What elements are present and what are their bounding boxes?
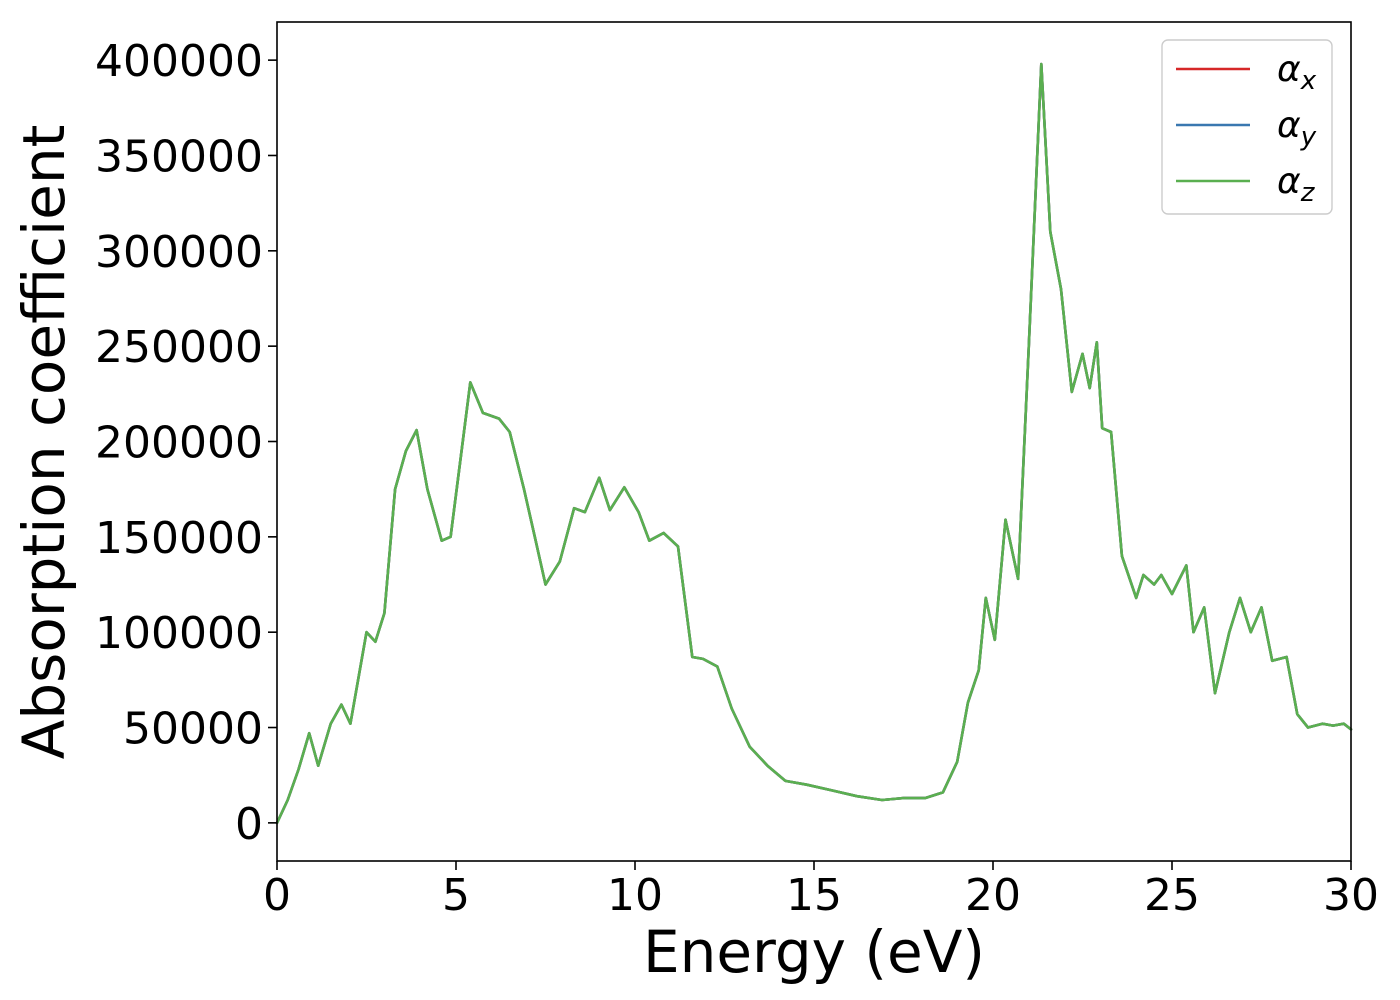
y-tick-label: 200000 [95, 418, 263, 469]
x-tick-label: 20 [965, 870, 1021, 921]
legend-label-y: αy [1277, 105, 1317, 152]
series-line-z [275, 62, 1353, 825]
y-axis-ticks: 0 50000 100000 150000 200000 250000 300000 3500… [95, 36, 277, 850]
x-tick-label: 15 [786, 870, 842, 921]
x-axis-label: Energy (eV) [643, 918, 985, 986]
legend-frame [1161, 39, 1333, 215]
x-axis-ticks: 0 5 10 15 20 25 30 [263, 861, 1379, 921]
y-tick-label: 250000 [95, 322, 263, 373]
y-tick-label: 400000 [95, 36, 263, 87]
legend-label-x: αx [1277, 49, 1317, 96]
y-tick-label: 300000 [95, 227, 263, 278]
plot-frame [276, 21, 1352, 862]
x-tick-label: 5 [442, 870, 470, 921]
y-tick-label: 100000 [95, 608, 263, 659]
legend-label-z: αz [1277, 161, 1316, 208]
y-tick-label: 0 [235, 799, 263, 850]
series-layer [275, 62, 1353, 825]
y-tick-label: 350000 [95, 131, 263, 182]
x-tick-label: 10 [607, 870, 663, 921]
legend: αx αy αz [1161, 39, 1333, 215]
y-tick-label: 50000 [123, 704, 263, 755]
y-axis-label: Absorption coefficient [10, 125, 78, 760]
x-tick-label: 30 [1323, 870, 1379, 921]
x-tick-label: 25 [1144, 870, 1200, 921]
y-tick-label: 150000 [95, 513, 263, 564]
x-tick-label: 0 [263, 870, 291, 921]
